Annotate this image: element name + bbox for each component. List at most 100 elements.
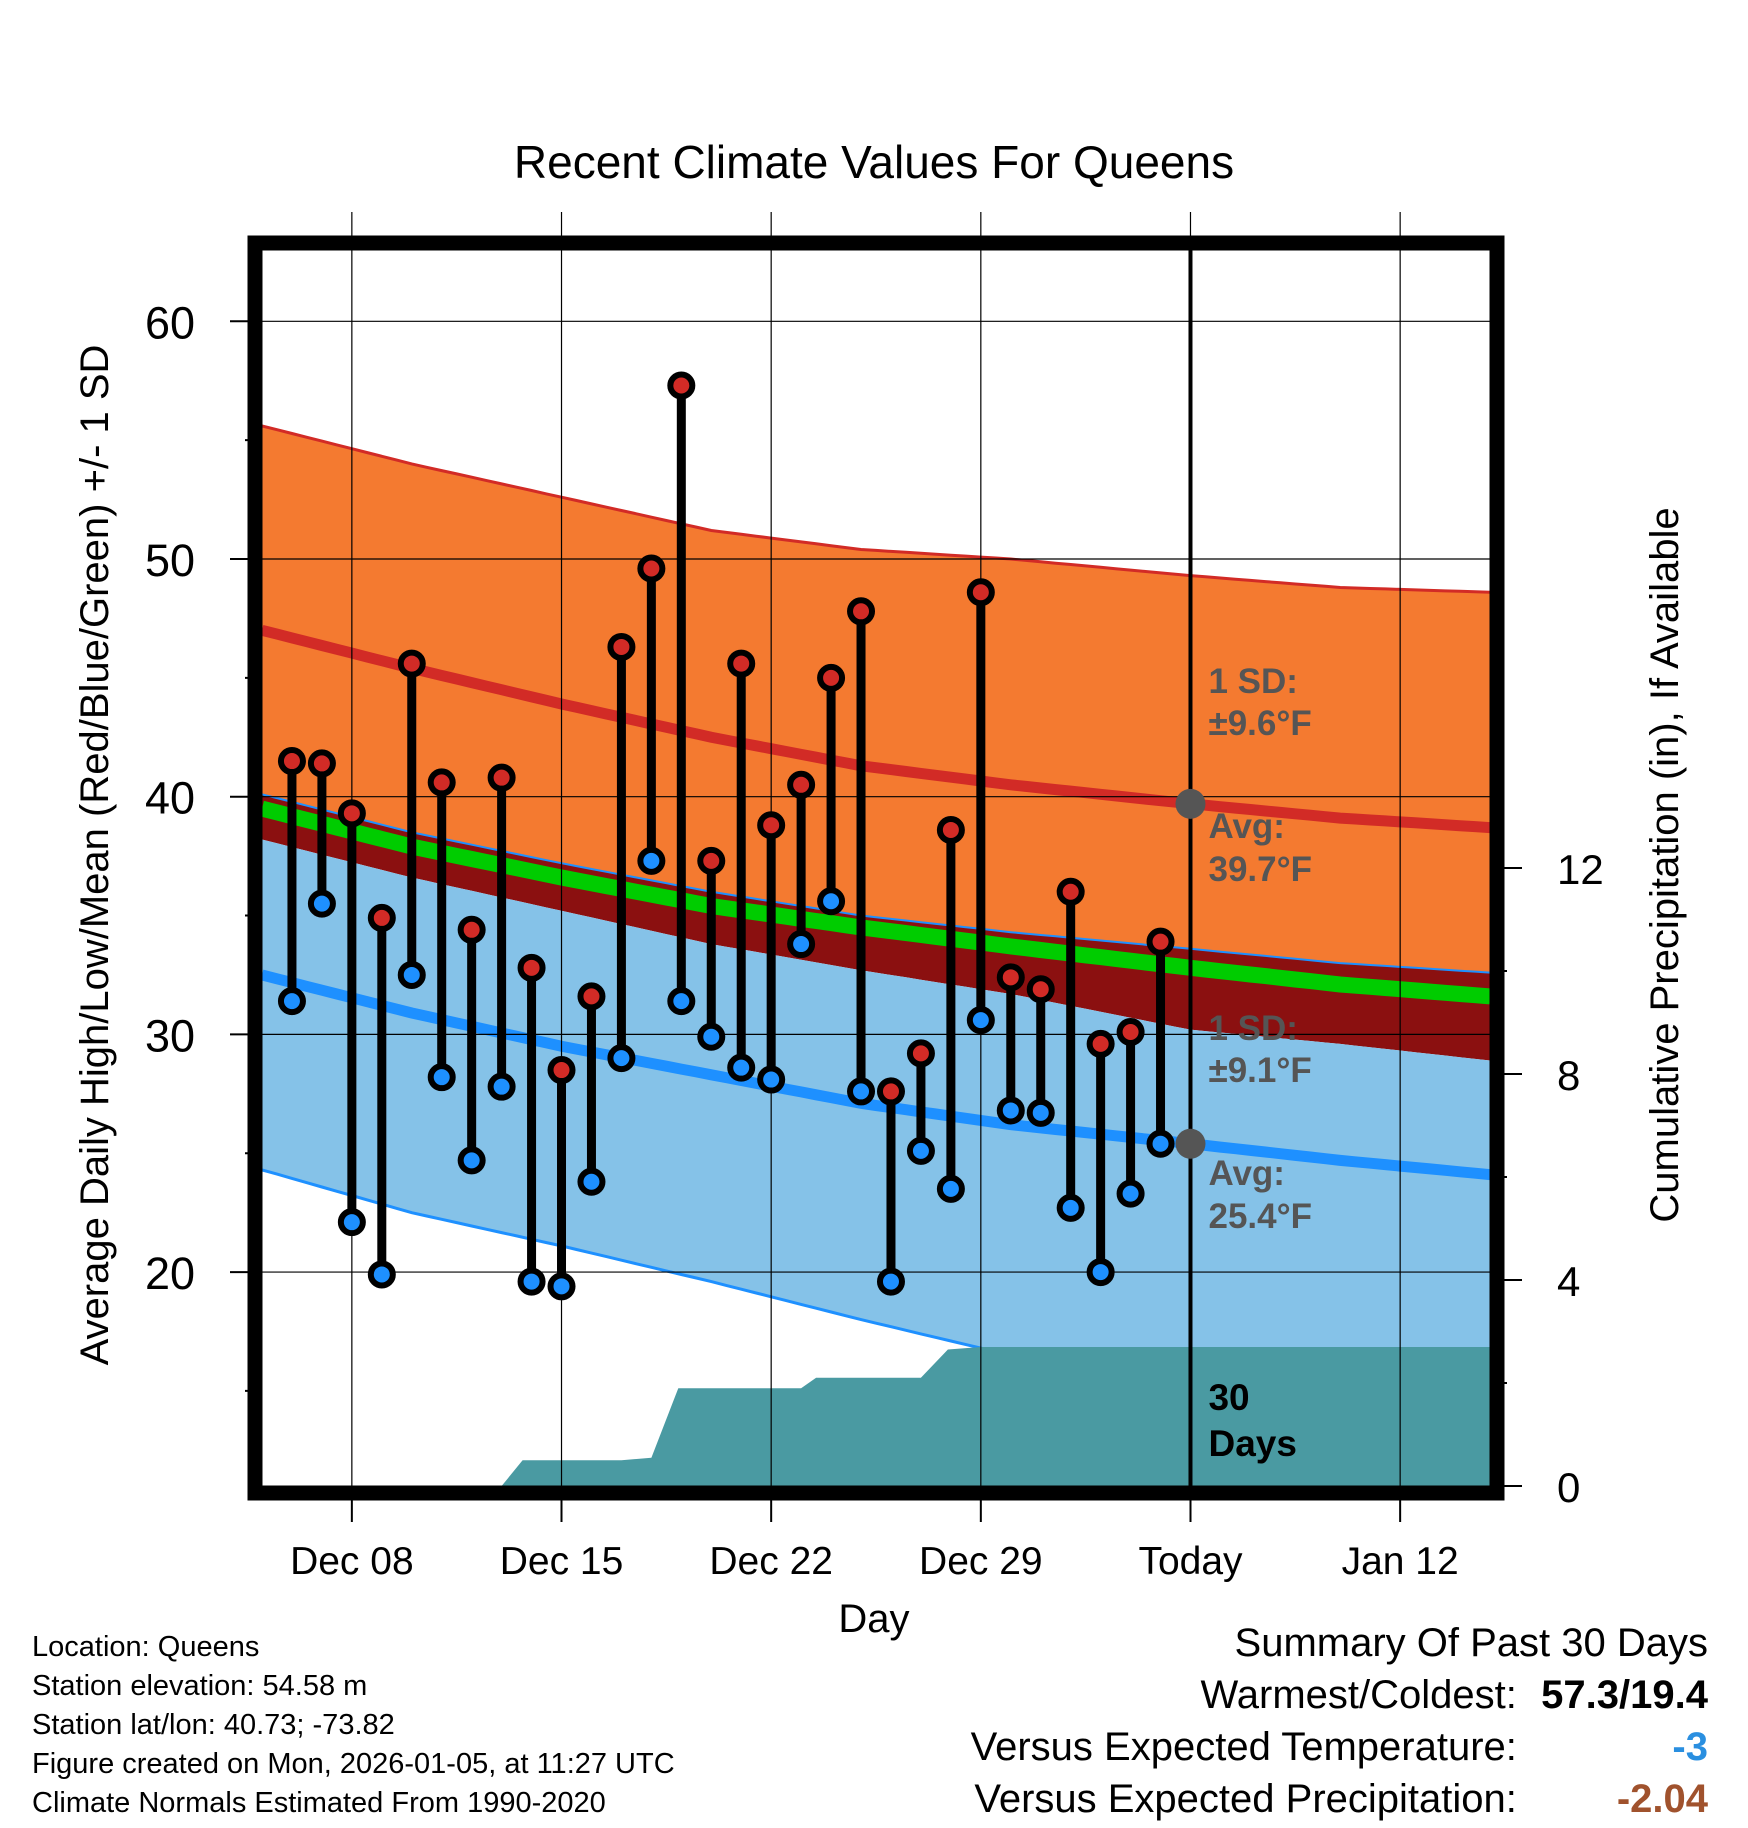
observed-low-dot	[1116, 1179, 1145, 1208]
annotation-low-avg: Avg:	[1208, 1154, 1284, 1193]
observed-high-dot	[727, 649, 756, 678]
x-tick-label: Dec 29	[919, 1540, 1043, 1583]
precip-value: -2.04	[1616, 1777, 1708, 1821]
observed-low-dot	[397, 960, 426, 989]
y-axis-label: Average Daily High/Low/Mean (Red/Blue/Gr…	[73, 345, 117, 1366]
observed-low-dot	[517, 1267, 546, 1296]
mean-avg-line	[262, 800, 1490, 1005]
normals-text: Climate Normals Estimated From 1990-2020	[32, 1787, 606, 1819]
annotation-low-avg-value: 25.4°F	[1208, 1197, 1312, 1236]
y-tick-label: 60	[145, 297, 195, 348]
observed-high-dot	[876, 1077, 905, 1106]
observed-high-dot	[817, 663, 846, 692]
observed-high-dot	[547, 1056, 576, 1085]
today-high-avg-marker	[1175, 788, 1206, 819]
latlon-text: Station lat/lon: 40.73; -73.82	[32, 1709, 395, 1741]
annotation-low-sd-value: ±9.1°F	[1208, 1051, 1311, 1090]
observed-low-dot	[966, 1006, 995, 1035]
x-tick-label: Jan 12	[1342, 1540, 1459, 1583]
observed-low-dot	[847, 1077, 876, 1106]
today-low-avg-marker	[1175, 1128, 1206, 1159]
observed-low-dot	[876, 1267, 905, 1296]
observed-high-dot	[517, 953, 546, 982]
observed-low-dot	[667, 987, 696, 1016]
elevation-text: Station elevation: 54.58 m	[32, 1670, 368, 1702]
y-tick-label: 50	[145, 535, 195, 586]
high-plus-sd-line	[262, 424, 1490, 594]
observed-high-dot	[996, 963, 1025, 992]
observed-high-dot	[577, 982, 606, 1011]
observed-low-dot	[787, 930, 816, 959]
observed-low-dot	[637, 846, 666, 875]
y2-tick-label: 8	[1557, 1052, 1580, 1099]
observed-low-dot	[697, 1022, 726, 1051]
low-avg-line	[262, 969, 1490, 1181]
observed-low-dot	[547, 1272, 576, 1301]
y2-tick-label: 12	[1557, 846, 1604, 893]
temp-value: -3	[1672, 1725, 1708, 1769]
y-tick-label: 20	[145, 1248, 195, 1299]
observed-high-dot	[457, 915, 486, 944]
observed-high-dot	[1056, 877, 1085, 906]
annotation-high-sd: 1 SD:	[1208, 662, 1297, 701]
observed-low-dot	[906, 1136, 935, 1165]
observed-low-dot	[996, 1096, 1025, 1125]
summary-warm-cold-row: Warmest/Coldest: 57.3/19.4	[971, 1669, 1709, 1721]
summary-title: Summary Of Past 30 Days	[1234, 1621, 1708, 1665]
observed-high-dot	[1026, 975, 1055, 1004]
observed-high-dot	[1146, 927, 1175, 956]
observed-high-dot	[1086, 1029, 1115, 1058]
observed-low-dot	[337, 1208, 366, 1237]
observed-high-dot	[906, 1039, 935, 1068]
annotation-high-avg-value: 39.7°F	[1208, 850, 1312, 889]
observed-high-dot	[1116, 1018, 1145, 1047]
location-text: Location: Queens	[32, 1631, 260, 1663]
observed-high-dot	[966, 578, 995, 607]
high-sd-band	[262, 425, 1490, 973]
x-tick-label: Dec 08	[290, 1540, 414, 1583]
high-minus-sd-line	[262, 793, 1490, 974]
observed-low-dot	[757, 1065, 786, 1094]
annotation-low-sd: 1 SD:	[1208, 1009, 1297, 1048]
observed-low-dot	[607, 1044, 636, 1073]
station-info: Location: Queens Station elevation: 54.5…	[32, 1628, 675, 1823]
observed-high-dot	[607, 632, 636, 661]
observed-high-dot	[936, 815, 965, 844]
high-avg-line	[262, 624, 1490, 834]
observed-low-dot	[817, 887, 846, 916]
observed-low-dot	[367, 1260, 396, 1289]
observed-high-dot	[397, 649, 426, 678]
y2-tick-label: 0	[1557, 1464, 1580, 1511]
observed-low-dot	[427, 1063, 456, 1092]
y2-axis-label: Cumulative Precipitation (in), If Availa…	[1643, 507, 1687, 1222]
observed-high-dot	[277, 747, 306, 776]
observed-low-dot	[1056, 1193, 1085, 1222]
summary-panel: Summary Of Past 30 Days Warmest/Coldest:…	[971, 1617, 1708, 1825]
summary-precip-row: Versus Expected Precipitation: -2.04	[971, 1773, 1708, 1825]
window-label-days: Days	[1208, 1423, 1296, 1464]
x-tick-label: Dec 15	[500, 1540, 624, 1583]
x-tick-label: Today	[1138, 1540, 1243, 1583]
y-tick-label: 40	[145, 773, 195, 824]
warm-cold-label: Warmest/Coldest:	[1200, 1673, 1517, 1717]
y-tick-label: 30	[145, 1010, 195, 1061]
window-label-number: 30	[1208, 1377, 1249, 1418]
observed-low-dot	[277, 987, 306, 1016]
observed-low-dot	[1086, 1258, 1115, 1287]
x-axis-label: Day	[838, 1597, 909, 1641]
observed-low-dot	[487, 1072, 516, 1101]
observed-high-dot	[667, 371, 696, 400]
low-sd-band	[262, 839, 1490, 1486]
observed-high-dot	[637, 554, 666, 583]
temp-label: Versus Expected Temperature:	[970, 1725, 1517, 1769]
observed-high-dot	[787, 770, 816, 799]
observed-high-dot	[367, 903, 396, 932]
chart-title: Recent Climate Values For Queens	[514, 136, 1234, 188]
precip-area	[501, 1347, 1490, 1486]
x-tick-label: Dec 22	[709, 1540, 833, 1583]
observed-high-dot	[487, 763, 516, 792]
observed-low-dot	[577, 1167, 606, 1196]
precip-label: Versus Expected Precipitation:	[974, 1777, 1517, 1821]
